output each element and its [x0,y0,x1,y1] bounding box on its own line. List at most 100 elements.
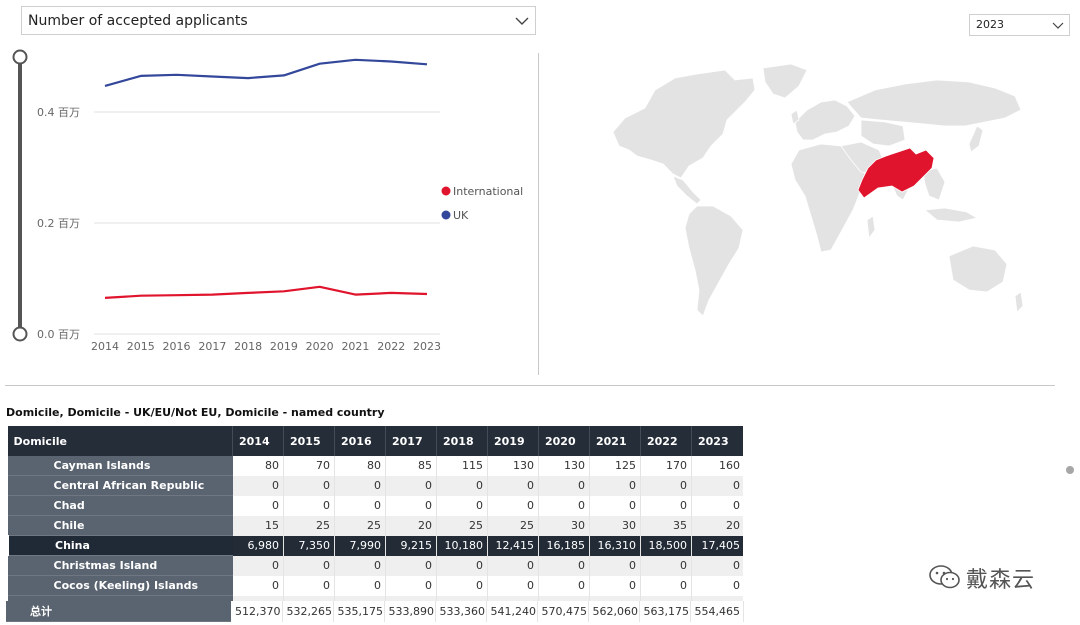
row-header[interactable]: Chad [7,495,233,516]
table-cell[interactable]: 35 [640,595,692,601]
table-cell[interactable]: 0 [487,475,539,496]
table-cell[interactable]: 80 [334,456,386,476]
column-header[interactable]: 2023 [691,426,743,456]
table-cell[interactable]: 30 [589,515,641,536]
table-cell[interactable]: 0 [589,495,641,516]
map-central-asia[interactable] [860,119,906,147]
table-cell[interactable]: 6,980 [232,535,284,556]
table-cell[interactable]: 17,405 [691,535,743,556]
table-cell[interactable]: 115 [436,456,488,476]
table-cell[interactable]: 0 [436,475,488,496]
table-cell[interactable]: 0 [691,475,743,496]
range-slider-track[interactable] [18,58,22,334]
table-cell[interactable]: 0 [283,495,335,516]
row-header[interactable]: Cocos (Keeling) Islands [7,575,233,596]
table-cell[interactable]: 130 [538,456,590,476]
column-header[interactable]: 2018 [436,426,488,456]
table-cell[interactable]: 40 [691,595,743,601]
column-header[interactable]: 2020 [538,426,590,456]
table-row[interactable]: Christmas Island 0 0 0 0 0 0 0 0 0 0 [7,555,743,576]
map-russia[interactable] [846,79,1022,127]
map-uk[interactable] [790,109,800,125]
table-cell[interactable]: 50 [283,595,335,601]
table-cell[interactable]: 0 [385,475,437,496]
table-cell[interactable]: 0 [283,555,335,576]
table-cell[interactable]: 0 [589,575,641,596]
table-cell[interactable]: 12,415 [487,535,539,556]
table-cell[interactable]: 0 [487,495,539,516]
measure-dropdown[interactable]: Number of accepted applicants [21,6,536,35]
table-cell[interactable]: 125 [589,456,641,476]
map-europe[interactable] [794,99,856,141]
table-cell[interactable]: 15 [232,515,284,536]
row-header[interactable]: Colombia [7,595,233,601]
legend[interactable]: International UK [441,185,524,222]
map-greenland[interactable] [762,63,808,99]
range-slider-bottom-handle[interactable] [12,326,28,342]
map-madagascar[interactable] [866,215,876,240]
table-row[interactable]: Chad 0 0 0 0 0 0 0 0 0 0 [7,495,743,516]
table-cell[interactable]: 0 [334,475,386,496]
table-cell[interactable]: 20 [385,515,437,536]
map-south-america[interactable] [684,205,744,317]
table-cell[interactable]: 7,350 [283,535,335,556]
table-cell[interactable]: 0 [232,555,284,576]
column-header[interactable]: 2016 [334,426,386,456]
table-cell[interactable]: 0 [538,555,590,576]
table-cell[interactable]: 25 [436,515,488,536]
table-row[interactable]: Cocos (Keeling) Islands 0 0 0 0 0 0 0 0 0 0 [7,575,743,596]
table-cell[interactable]: 7,990 [334,535,386,556]
year-dropdown[interactable]: 2023 [969,14,1070,36]
table-cell[interactable]: 160 [691,456,743,476]
table-cell[interactable]: 45 [436,595,488,601]
table-cell[interactable]: 16,185 [538,535,590,556]
table-cell[interactable]: 50 [232,595,284,601]
map-north-america[interactable] [612,69,756,179]
table-cell[interactable]: 0 [538,475,590,496]
table-cell[interactable]: 0 [436,495,488,516]
table-cell[interactable]: 80 [232,456,284,476]
series-line-international[interactable] [104,285,428,299]
map-indonesia[interactable] [924,207,979,223]
table-cell[interactable]: 0 [589,475,641,496]
table-cell[interactable]: 85 [385,456,437,476]
map-new-zealand[interactable] [1014,291,1024,313]
table-cell[interactable]: 130 [487,456,539,476]
column-header[interactable]: 2022 [640,426,692,456]
table-cell[interactable]: 170 [640,456,692,476]
table-cell[interactable]: 10,180 [436,535,488,556]
table-cell[interactable]: 0 [334,555,386,576]
range-slider[interactable] [12,49,28,342]
table-cell[interactable]: 0 [538,575,590,596]
table-cell[interactable]: 16,310 [589,535,641,556]
table-cell[interactable]: 0 [538,495,590,516]
column-header[interactable]: 2017 [385,426,437,456]
table-cell[interactable]: 0 [640,575,692,596]
table-cell[interactable]: 0 [691,555,743,576]
table-cell[interactable]: 45 [385,595,437,601]
table-row[interactable]: Central African Republic 0 0 0 0 0 0 0 0 0 0 [7,475,743,496]
table-cell[interactable]: 0 [385,575,437,596]
column-header[interactable]: 2019 [487,426,539,456]
legend-label[interactable]: International [453,185,523,198]
row-header[interactable]: Central African Republic [7,475,233,496]
table-cell[interactable]: 0 [385,555,437,576]
table-cell[interactable]: 18,500 [640,535,692,556]
table-cell[interactable]: 0 [640,555,692,576]
table-scroll-area[interactable]: Domicile 2014 2015 2016 2017 2018 2019 2… [6,426,743,601]
table-cell[interactable]: 0 [640,495,692,516]
series-line-uk[interactable] [104,58,428,87]
table-cell[interactable]: 0 [232,475,284,496]
table-cell[interactable]: 0 [334,495,386,516]
table-cell[interactable]: 30 [538,515,590,536]
table-cell[interactable]: 0 [487,555,539,576]
table-cell[interactable]: 0 [640,475,692,496]
table-cell[interactable]: 0 [283,575,335,596]
map-southeast-asia[interactable] [922,167,946,201]
row-header[interactable]: Cayman Islands [7,456,233,476]
column-header[interactable]: 2021 [589,426,641,456]
table-cell[interactable]: 0 [283,475,335,496]
table-cell[interactable]: 35 [640,515,692,536]
table-cell[interactable]: 25 [334,515,386,536]
table-cell[interactable]: 0 [436,575,488,596]
